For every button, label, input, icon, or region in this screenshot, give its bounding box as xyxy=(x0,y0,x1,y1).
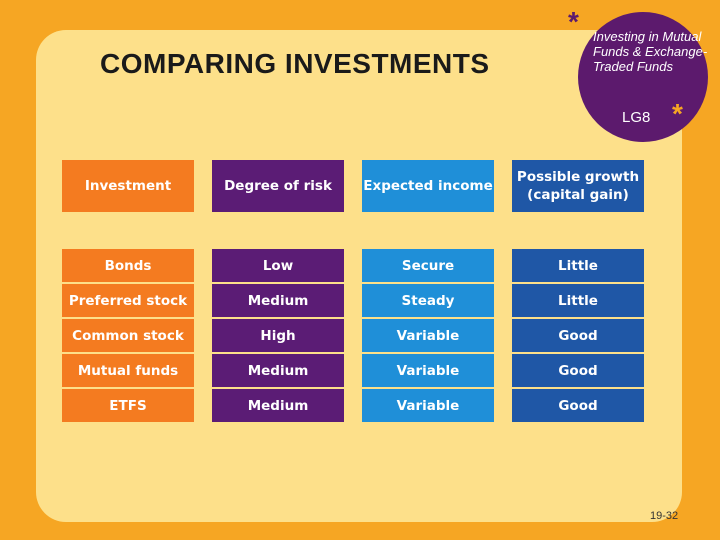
topic-badge-text: Investing in Mutual Funds & Exchange-Tra… xyxy=(593,29,708,74)
table-cell: ETFS xyxy=(62,389,194,422)
table-cell: Common stock xyxy=(62,319,194,352)
table-cell: Little xyxy=(512,249,644,282)
table-cell: Variable xyxy=(362,354,494,387)
header-investment: Investment xyxy=(62,160,194,212)
table-cell: Medium xyxy=(212,284,344,317)
page-number: 19-32 xyxy=(650,510,679,522)
table-cell: Variable xyxy=(362,319,494,352)
table-cell: High xyxy=(212,319,344,352)
slide-title: COMPARING INVESTMENTS xyxy=(100,48,490,79)
table-cell: Low xyxy=(212,249,344,282)
table-cell: Steady xyxy=(362,284,494,317)
star-icon: * xyxy=(672,98,683,129)
topic-badge xyxy=(578,12,708,142)
header-expected-income: Expected income xyxy=(362,160,494,212)
table-cell: Good xyxy=(512,389,644,422)
table-cell: Medium xyxy=(212,354,344,387)
table-cell: Variable xyxy=(362,389,494,422)
table-cell: Little xyxy=(512,284,644,317)
table-cell: Good xyxy=(512,354,644,387)
learning-goal-code: LG8 xyxy=(622,109,651,126)
table-cell: Preferred stock xyxy=(62,284,194,317)
header-possible-growth: Possible growth (capital gain) xyxy=(512,160,644,212)
table-cell: Medium xyxy=(212,389,344,422)
table-cell: Secure xyxy=(362,249,494,282)
header-degree-of-risk: Degree of risk xyxy=(212,160,344,212)
table-cell: Mutual funds xyxy=(62,354,194,387)
table-cell: Good xyxy=(512,319,644,352)
table-cell: Bonds xyxy=(62,249,194,282)
star-icon: * xyxy=(568,6,579,37)
